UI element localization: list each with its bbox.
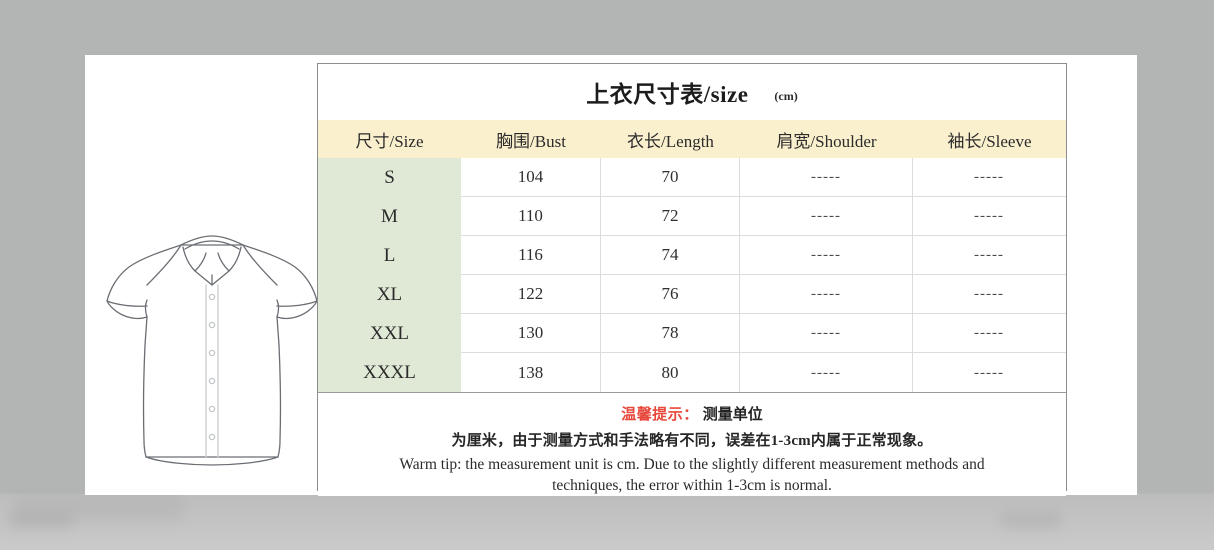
column-header-length: 衣长/Length xyxy=(627,131,714,151)
size-chart-page: 上衣尺寸表/size (cm) 尺寸/Size 胸围/Bust 衣长/Lengt… xyxy=(85,55,1137,496)
cell-sleeve: ----- xyxy=(974,168,1004,185)
cell-sleeve: ----- xyxy=(974,207,1004,224)
cell-shoulder: ----- xyxy=(740,236,913,275)
cell-sleeve: ----- xyxy=(974,285,1004,302)
background-smudge xyxy=(1000,512,1062,528)
table-unit-label: (cm) xyxy=(774,88,798,103)
note-chinese: 为厘米，由于测量方式和手法略有不同，误差在1-3cm内属于正常现象。 xyxy=(451,433,933,449)
cell-length: 76 xyxy=(601,275,740,314)
cell-length: 74 xyxy=(601,236,740,275)
size-label: XXXL xyxy=(363,362,416,384)
cell-sleeve: ----- xyxy=(974,364,1004,381)
table-row: 130 78 ----- ----- xyxy=(461,314,1066,354)
table-body: S M L XL XXL XXXL 104 70 ----- ----- xyxy=(318,158,1066,393)
size-label: L xyxy=(383,244,396,266)
measurement-note: 温馨提示： 测量单位 为厘米，由于测量方式和手法略有不同，误差在1-3cm内属于正… xyxy=(318,393,1066,496)
cell-bust: 116 xyxy=(461,236,601,275)
warm-tip-label: 温馨提示： xyxy=(621,407,699,423)
column-header-sleeve: 袖长/Sleeve xyxy=(947,131,1032,151)
table-header-row: 尺寸/Size 胸围/Bust 衣长/Length 肩宽/Shoulder 袖长… xyxy=(318,120,1066,158)
column-header-size: 尺寸/Size xyxy=(355,131,424,151)
table-row: 116 74 ----- ----- xyxy=(461,236,1066,276)
size-column: S M L XL XXL XXXL xyxy=(318,158,461,393)
table-row: 122 76 ----- ----- xyxy=(461,275,1066,315)
size-label: S xyxy=(384,166,395,188)
size-label: XXL xyxy=(369,322,410,344)
note-english-line1: Warm tip: the measurement unit is cm. Du… xyxy=(399,456,985,473)
cell-bust: 104 xyxy=(461,158,601,197)
cell-length: 70 xyxy=(601,158,740,197)
column-header-shoulder: 肩宽/Shoulder xyxy=(776,131,877,151)
cell-shoulder: ----- xyxy=(740,158,913,197)
size-chart-table: 上衣尺寸表/size (cm) 尺寸/Size 胸围/Bust 衣长/Lengt… xyxy=(317,63,1067,496)
background-smudge xyxy=(8,512,74,528)
cell-length: 80 xyxy=(601,353,740,393)
unit-label: 测量单位 xyxy=(702,407,763,423)
note-tip-line: 温馨提示： 测量单位 xyxy=(332,403,1052,424)
cell-shoulder: ----- xyxy=(740,353,913,393)
table-title: 上衣尺寸表/size xyxy=(586,82,749,107)
cell-shoulder: ----- xyxy=(740,197,913,236)
note-english-line2: techniques, the error within 1-3cm is no… xyxy=(552,477,832,494)
cell-bust: 122 xyxy=(461,275,601,314)
table-grid: 尺寸/Size 胸围/Bust 衣长/Length 肩宽/Shoulder 袖长… xyxy=(318,120,1066,393)
cell-sleeve: ----- xyxy=(974,246,1004,263)
table-row: 110 72 ----- ----- xyxy=(461,197,1066,237)
size-label: M xyxy=(381,205,398,227)
table-row: 138 80 ----- ----- xyxy=(461,353,1066,393)
table-row: 104 70 ----- ----- xyxy=(461,158,1066,198)
size-label: XL xyxy=(376,283,403,305)
cell-sleeve: ----- xyxy=(974,324,1004,341)
cell-bust: 130 xyxy=(461,314,601,353)
column-header-bust: 胸围/Bust xyxy=(496,131,566,151)
measurement-columns: 104 70 ----- ----- 110 72 ----- ----- xyxy=(461,158,1066,393)
background-smudge xyxy=(14,496,184,522)
cell-shoulder: ----- xyxy=(740,314,913,353)
shirt-illustration xyxy=(103,227,321,467)
cell-shoulder: ----- xyxy=(740,275,913,314)
cell-bust: 110 xyxy=(461,197,601,236)
cell-bust: 138 xyxy=(461,353,601,393)
table-title-row: 上衣尺寸表/size (cm) xyxy=(318,64,1066,120)
cell-length: 72 xyxy=(601,197,740,236)
cell-length: 78 xyxy=(601,314,740,353)
